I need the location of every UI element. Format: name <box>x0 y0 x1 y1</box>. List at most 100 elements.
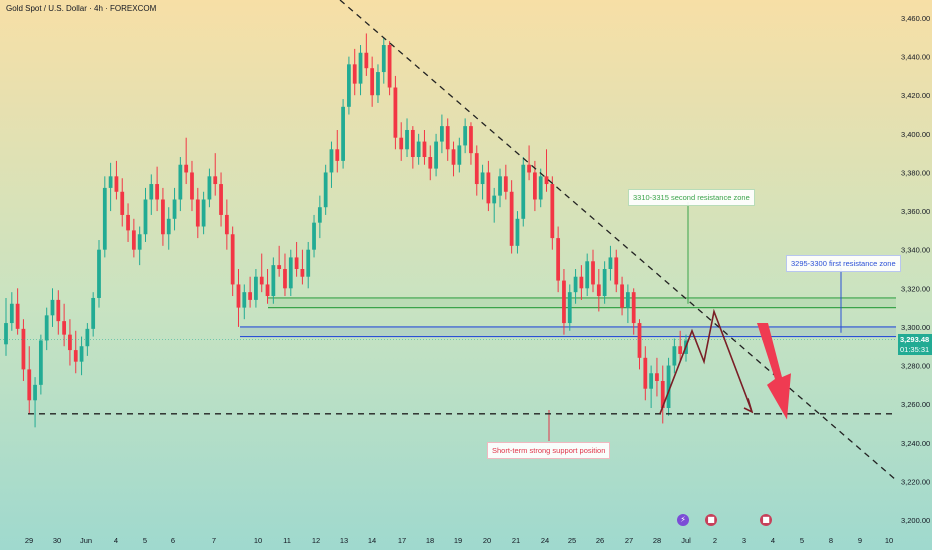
lightning-event-icon[interactable]: ⚡ <box>677 514 689 526</box>
candle-body <box>451 149 456 165</box>
x-tick-label: Jun <box>80 536 92 545</box>
candle-body <box>533 172 537 200</box>
candle-body <box>422 141 427 158</box>
candle-body <box>236 284 241 308</box>
candle-body <box>306 249 311 277</box>
candle-body <box>33 384 37 401</box>
x-tick-label: 18 <box>426 536 434 545</box>
x-tick-label: 28 <box>653 536 661 545</box>
us-flag-event-icon[interactable]: ■ <box>760 514 772 526</box>
x-tick-label: 10 <box>885 536 893 545</box>
candle-body <box>643 357 648 389</box>
candle-body <box>271 265 276 297</box>
candle-body <box>492 195 497 204</box>
candle-body <box>352 64 357 84</box>
x-tick-label: 3 <box>742 536 746 545</box>
candle-body <box>277 265 282 269</box>
candle-body <box>9 303 14 324</box>
candle-body <box>486 172 491 204</box>
candle-body <box>457 145 462 165</box>
candle-body <box>538 176 543 200</box>
candle-body <box>445 126 450 150</box>
candle-body <box>248 292 252 300</box>
candle-body <box>591 261 595 285</box>
y-tick-label: 3,320.00 <box>901 284 930 293</box>
x-tick-label: Jul <box>681 536 691 545</box>
candle-body <box>503 176 508 192</box>
candle-body <box>102 187 107 250</box>
candle-body <box>556 238 561 281</box>
candle-body <box>79 346 84 362</box>
candle-body <box>585 261 590 289</box>
y-tick-label: 3,420.00 <box>901 91 930 100</box>
candle-body <box>283 269 287 289</box>
candle-body <box>15 303 20 329</box>
candle-body <box>219 184 223 215</box>
x-tick-label: 5 <box>800 536 804 545</box>
candle-body <box>649 373 654 389</box>
y-tick-label: 3,300.00 <box>901 323 930 332</box>
x-tick-label: 25 <box>568 536 576 545</box>
x-tick-label: 5 <box>143 536 147 545</box>
candle-body <box>376 72 380 96</box>
candle-body <box>620 284 624 308</box>
candle-body <box>434 141 438 169</box>
candle-body <box>224 214 229 235</box>
candle-body <box>44 315 49 341</box>
candle-body <box>85 328 90 347</box>
y-tick-label: 3,400.00 <box>901 130 930 139</box>
candle-body <box>195 199 200 227</box>
candle-body <box>428 157 433 169</box>
candle-body <box>678 346 683 354</box>
y-tick-label: 3,280.00 <box>901 362 930 371</box>
candle-body <box>521 164 526 219</box>
x-tick-label: 27 <box>625 536 633 545</box>
candle-body <box>567 292 572 324</box>
candle-body <box>660 380 665 409</box>
candle-body <box>4 323 8 345</box>
candle-body <box>317 207 322 223</box>
candle-body <box>213 176 218 185</box>
y-tick-label: 3,260.00 <box>901 400 930 409</box>
chart-title: Gold Spot / U.S. Dollar · 4h · FOREXCOM <box>6 4 157 13</box>
resistance-zone-band <box>268 297 896 308</box>
candle-body <box>114 176 119 192</box>
candle-body <box>97 249 101 298</box>
descending-trendline <box>339 0 897 481</box>
candle-body <box>655 373 659 381</box>
candle-body <box>625 292 630 308</box>
candle-body <box>184 164 189 173</box>
candle-body <box>614 257 619 285</box>
candle-body <box>91 297 96 329</box>
candle-body <box>387 45 392 88</box>
x-tick-label: 8 <box>829 536 833 545</box>
candle-body <box>347 64 351 107</box>
candle-body <box>323 172 328 208</box>
candle-body <box>358 52 363 84</box>
first-resistance-callout: 3295-3300 first resistance zone <box>786 255 901 272</box>
candle-body <box>108 176 113 188</box>
candle-body <box>62 321 67 335</box>
candle-body <box>480 172 485 185</box>
candle-body <box>38 340 43 385</box>
bearish-arrow <box>757 323 791 420</box>
x-tick-label: 12 <box>312 536 320 545</box>
candle-body <box>294 257 299 269</box>
candle-body <box>126 214 130 231</box>
us-flag-event-icon[interactable]: ■ <box>705 514 717 526</box>
candle-body <box>190 172 194 200</box>
candle-body <box>579 276 584 289</box>
candle-body <box>596 284 601 297</box>
x-tick-label: 2 <box>713 536 717 545</box>
projection-arrowhead <box>743 398 754 414</box>
candle-body <box>573 276 578 293</box>
candle-body <box>608 257 613 269</box>
candle-body <box>498 176 502 196</box>
second-resistance-callout: 3310-3315 second resistance zone <box>628 189 755 206</box>
candle-body <box>666 365 671 409</box>
resistance-zone-band <box>240 326 896 337</box>
x-tick-label: 4 <box>114 536 118 545</box>
x-tick-label: 26 <box>596 536 604 545</box>
